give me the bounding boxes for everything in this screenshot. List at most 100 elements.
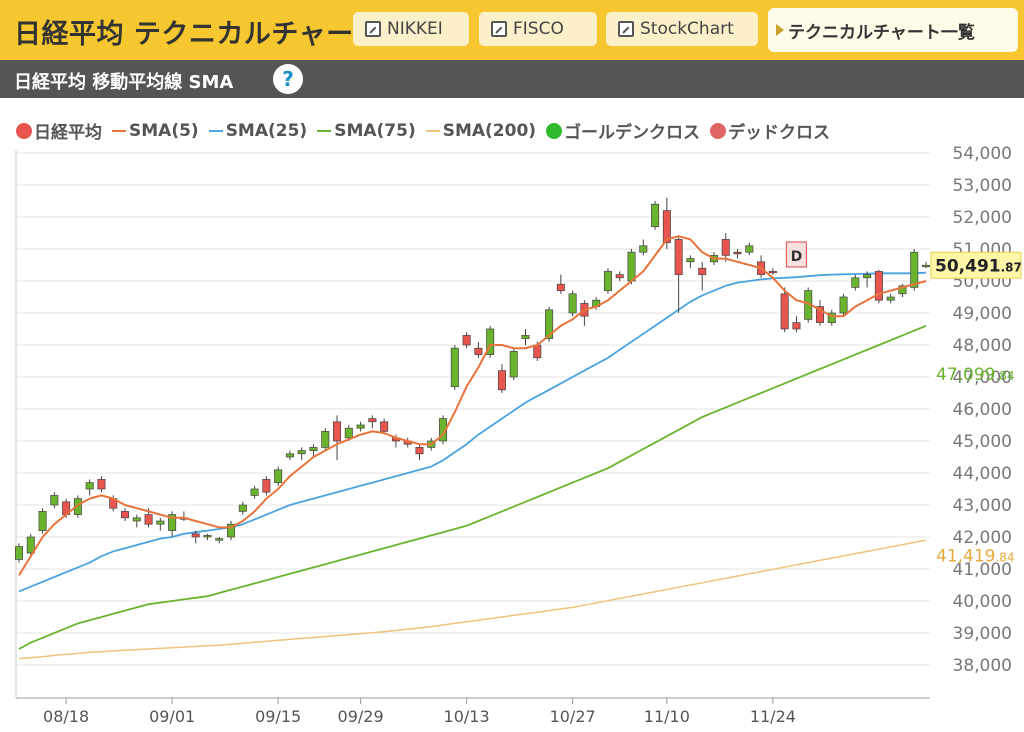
candle-body — [191, 533, 200, 538]
candle-body — [768, 271, 777, 274]
legend-item-nikkei[interactable]: 日経平均 — [16, 118, 102, 143]
sma5-line — [18, 235, 927, 576]
candle-body — [321, 431, 330, 448]
candle-body — [215, 538, 224, 541]
y-tick-label: 42,000 — [953, 528, 1012, 548]
x-tick-label: 10/27 — [550, 707, 596, 726]
legend-item-sma200[interactable]: SMA(200) — [425, 120, 537, 141]
legend-item-dead-cross[interactable]: デッドクロス — [710, 118, 830, 143]
candle-body — [651, 203, 660, 227]
candle-body — [886, 296, 895, 301]
legend-item-golden-cross[interactable]: ゴールデンクロス — [546, 118, 700, 143]
candle-body — [450, 347, 459, 387]
sma75-line — [18, 324, 927, 650]
sma25-line — [18, 271, 927, 593]
legend-line — [425, 129, 440, 132]
candle-body — [380, 421, 389, 432]
candle-body — [368, 418, 377, 423]
x-tick-label: 10/13 — [444, 707, 490, 726]
y-tick-label: 45,000 — [953, 432, 1012, 452]
y-tick-label: 48,000 — [953, 336, 1012, 356]
candle-body — [780, 293, 789, 330]
candle-body — [297, 450, 306, 455]
nikkei-link-label: NIKKEI — [387, 19, 443, 39]
legend-item-sma75[interactable]: SMA(75) — [317, 121, 416, 141]
y-tick-label: 52,000 — [953, 208, 1012, 228]
candle-body — [827, 312, 836, 323]
candle-body — [627, 251, 636, 282]
y-tick-label: 47,000 — [953, 368, 1012, 388]
candle-body — [73, 498, 82, 515]
page-title: 日経平均 テクニカルチャート — [14, 19, 382, 50]
candle-body — [674, 239, 683, 275]
external-link-icon — [365, 21, 381, 37]
legend-label: ゴールデンクロス — [564, 123, 701, 143]
stockchart-link-button[interactable]: StockChart — [606, 12, 758, 46]
legend-label: SMA(200) — [442, 120, 537, 141]
y-tick-label: 38,000 — [953, 656, 1012, 676]
candle-body — [898, 285, 907, 295]
legend-label: SMA(5) — [129, 120, 199, 141]
legend-label: デッドクロス — [728, 123, 831, 143]
candle-body — [285, 453, 294, 458]
candle-body — [815, 306, 824, 323]
legend-dot — [16, 122, 32, 139]
candle-body — [333, 421, 342, 442]
candle-body — [603, 271, 612, 291]
triangle-right-icon — [776, 24, 784, 36]
fisco-link-label: FISCO — [513, 19, 564, 39]
x-tick-label: 11/10 — [644, 707, 690, 726]
legend-dot — [710, 122, 727, 139]
candle-body — [238, 504, 247, 512]
legend-line — [112, 129, 126, 132]
candle-body — [462, 335, 471, 346]
sma-chart: 38,000 39,000 40,000 41,000 42,000 43,000 44,0… — [14, 144, 1022, 726]
x-tick-label: 09/15 — [255, 707, 301, 726]
technical-chart-list-button[interactable]: テクニカルチャート一覧 — [768, 8, 1018, 52]
candle-body — [556, 283, 565, 291]
sma200-line — [18, 539, 927, 660]
dead-cross-label: D — [791, 249, 803, 265]
candle-body — [733, 251, 742, 255]
legend-item-sma25[interactable]: SMA(25) — [208, 120, 308, 141]
candle-body — [486, 328, 495, 355]
candle-body — [698, 267, 707, 275]
candle-body — [97, 479, 106, 490]
y-tick-label: 39,000 — [953, 624, 1012, 644]
candle-body — [662, 210, 671, 243]
legend-line — [317, 129, 332, 132]
candle-body — [839, 296, 848, 314]
external-link-icon — [491, 21, 507, 37]
candle-body — [615, 274, 624, 279]
help-icon[interactable]: ? — [273, 64, 303, 94]
candle-body — [568, 293, 577, 314]
candle-body — [686, 258, 695, 263]
legend-label: SMA(25) — [225, 120, 308, 141]
candle-body — [792, 322, 801, 330]
x-tick-label: 11/24 — [750, 707, 796, 726]
y-tick-label: 43,000 — [953, 496, 1012, 516]
nikkei-link-button[interactable]: NIKKEI — [353, 12, 469, 46]
stockchart-link-label: StockChart — [640, 19, 734, 39]
candle-body — [521, 335, 530, 339]
candle-body — [344, 427, 353, 439]
candle-body — [26, 536, 35, 554]
candle-body — [250, 488, 259, 496]
sub-header: 日経平均 移動平均線 SMA ? — [0, 60, 1024, 98]
x-tick-label: 08/18 — [43, 707, 89, 726]
candle-body — [85, 482, 94, 490]
external-link-icon — [618, 21, 634, 37]
last-price-box — [930, 251, 1022, 279]
dead-cross-marker — [785, 241, 808, 268]
sma-value-label: 47,099.84 — [936, 365, 1015, 385]
candle-body — [533, 344, 542, 359]
candle-body — [356, 424, 365, 429]
chart-legend: 日経平均 SMA(5) SMA(25) SMA(75) SMA(200) ゴール… — [16, 118, 840, 143]
y-tick-label: 41,000 — [953, 560, 1012, 580]
legend-item-sma5[interactable]: SMA(5) — [112, 121, 199, 141]
fisco-link-button[interactable]: FISCO — [479, 12, 597, 46]
candle-body — [921, 264, 931, 268]
legend-dot — [546, 122, 563, 139]
candle-body — [144, 514, 153, 525]
legend-line — [208, 129, 223, 132]
